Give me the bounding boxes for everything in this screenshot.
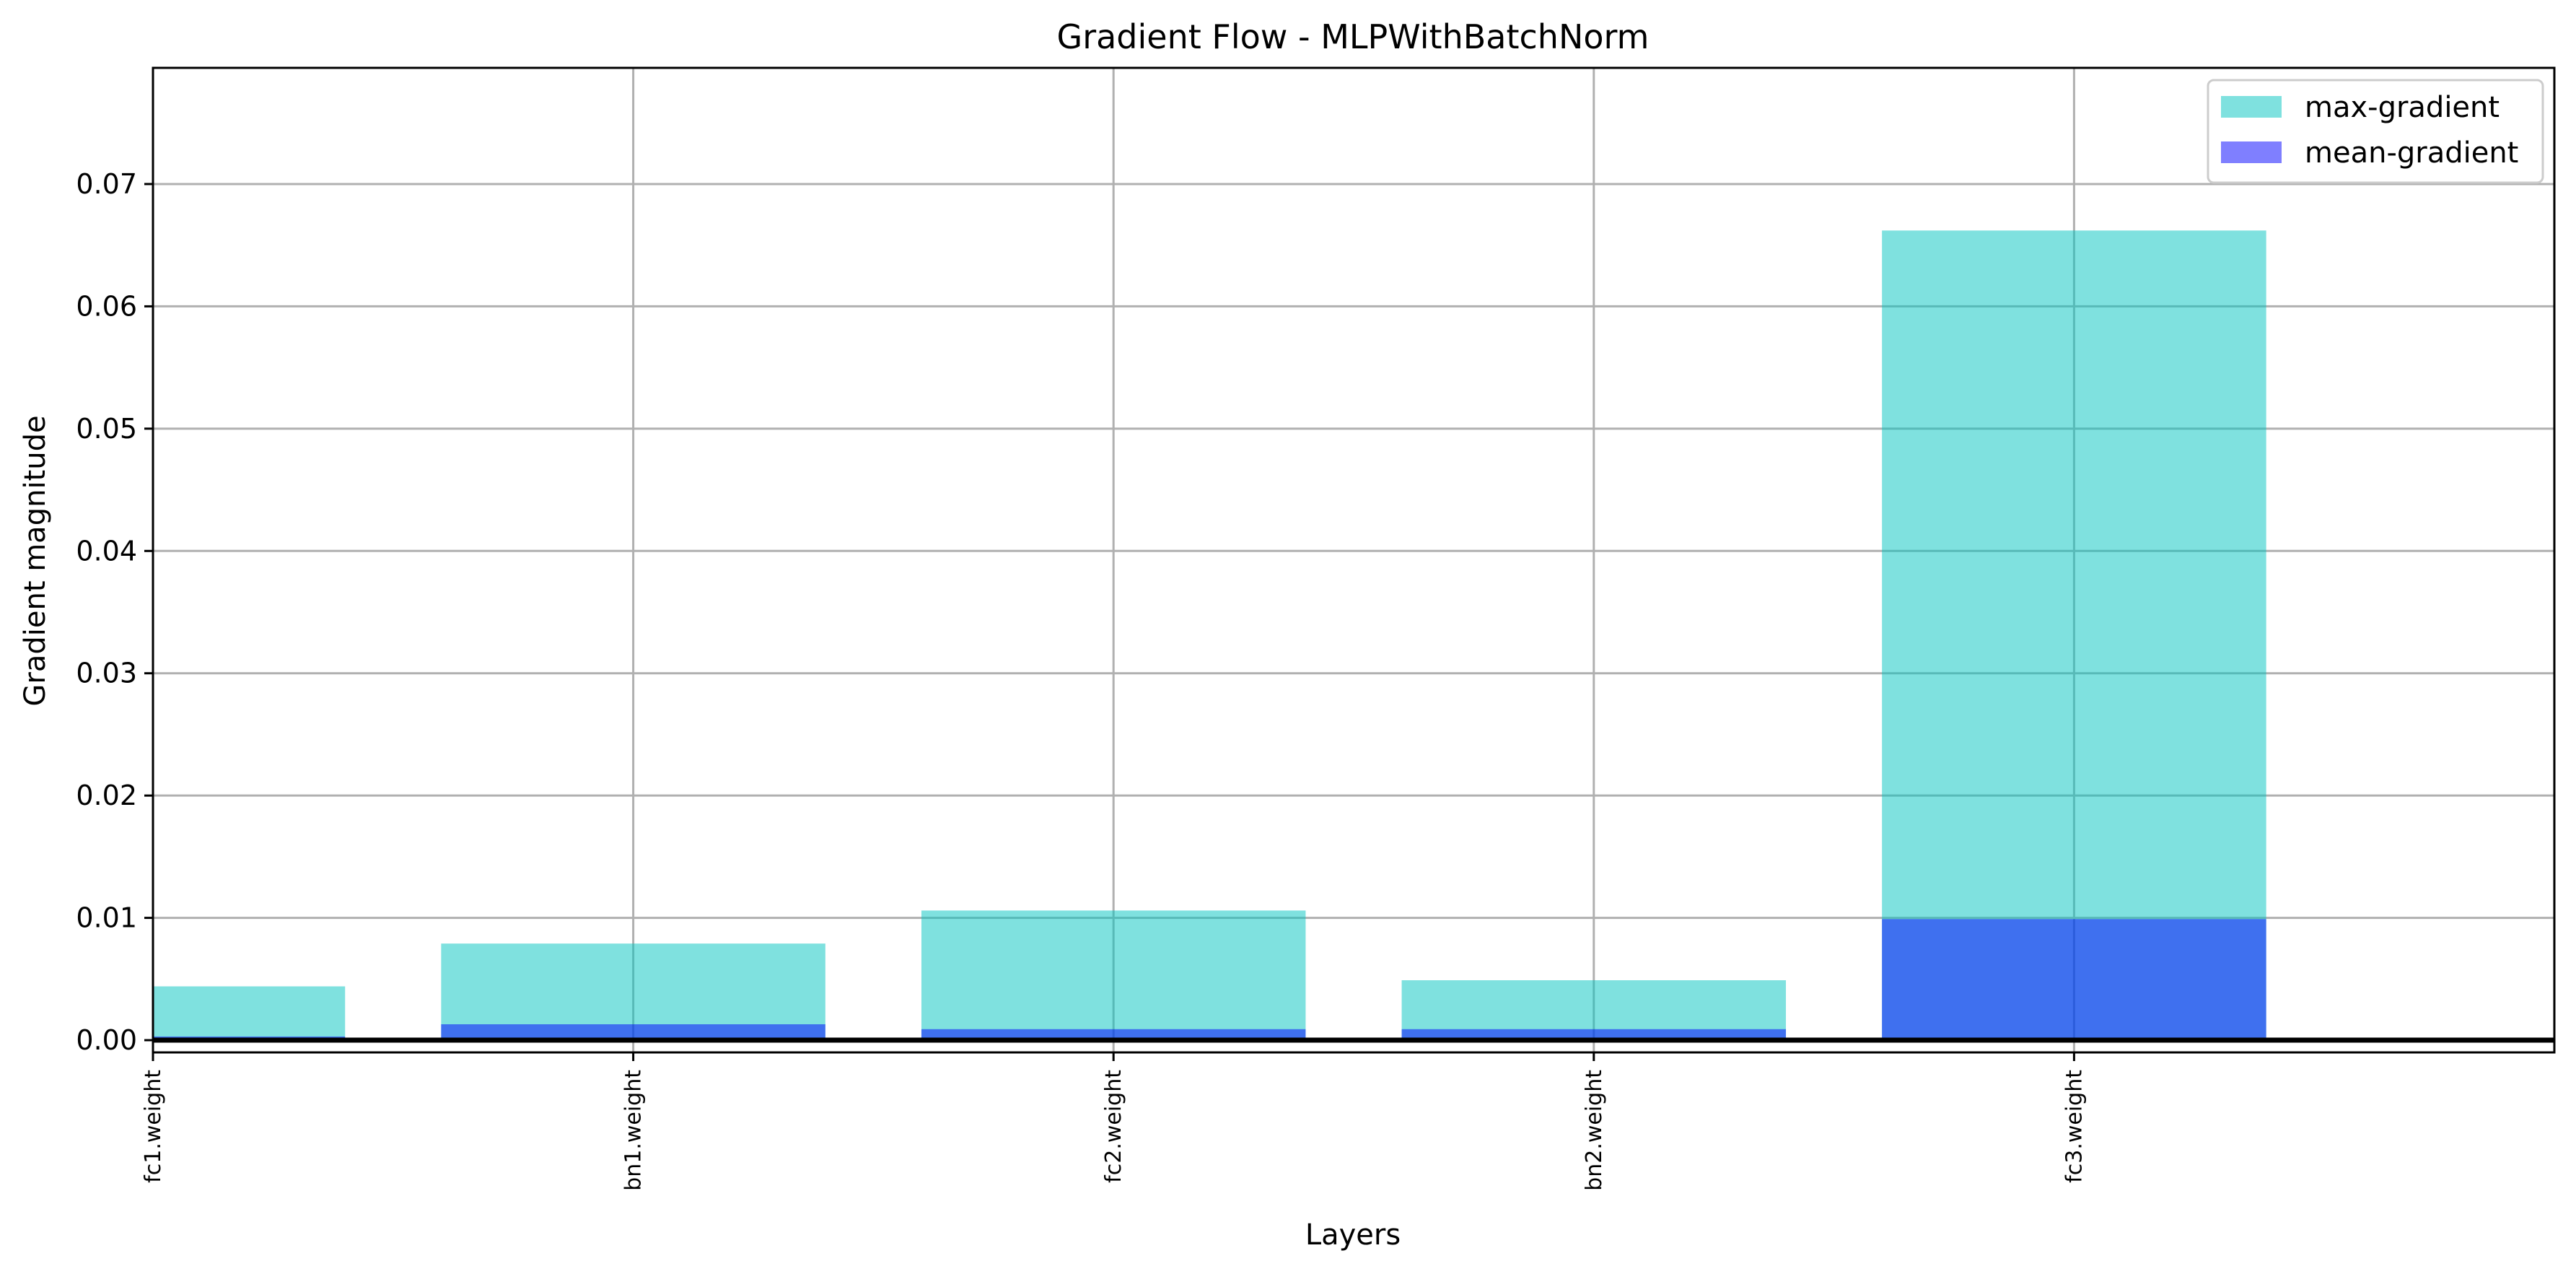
x-tick-label: fc2.weight xyxy=(1101,1070,1126,1183)
legend-swatch-mean-gradient xyxy=(2221,141,2282,163)
y-tick-label: 0.01 xyxy=(76,902,137,934)
x-tick-label: fc3.weight xyxy=(2062,1070,2087,1183)
legend-label-max-gradient: max-gradient xyxy=(2305,91,2500,124)
x-tick-label: fc1.weight xyxy=(141,1070,166,1183)
bars xyxy=(153,230,2266,1041)
y-tick-label: 0.07 xyxy=(76,168,137,200)
x-tick-label: bn1.weight xyxy=(621,1070,647,1191)
bar-mean-gradient-bn2.weight xyxy=(1401,1029,1787,1041)
y-axis-label: Gradient magnitude xyxy=(19,415,52,706)
y-tick-label: 0.06 xyxy=(76,290,137,322)
bar-mean-gradient-fc2.weight xyxy=(921,1029,1306,1041)
y-ticks: 0.00 0.01 0.02 0.03 0.04 0.05 0.06 0.07 xyxy=(76,168,153,1056)
legend: max-gradient mean-gradient xyxy=(2207,79,2544,184)
chart-title: Gradient Flow - MLPWithBatchNorm xyxy=(1057,17,1650,56)
y-tick-label: 0.04 xyxy=(76,535,137,567)
bar-max-gradient-fc1.weight xyxy=(153,986,346,1041)
legend-swatch-max-gradient xyxy=(2221,96,2282,118)
bar-mean-gradient-fc3.weight xyxy=(1882,919,2266,1041)
x-axis-label: Layers xyxy=(1305,1218,1401,1252)
y-tick-label: 0.00 xyxy=(76,1024,137,1056)
bar-max-gradient-bn1.weight xyxy=(441,943,825,1041)
bar-max-gradient-fc3.weight xyxy=(1882,230,2266,1041)
y-tick-label: 0.05 xyxy=(76,413,137,445)
legend-box xyxy=(2207,79,2544,184)
legend-label-mean-gradient: mean-gradient xyxy=(2305,136,2518,170)
bar-max-gradient-fc2.weight xyxy=(921,910,1306,1041)
x-ticks: fc1.weight bn1.weight fc2.weight bn2.weight… xyxy=(141,1052,2087,1191)
x-tick-label: bn2.weight xyxy=(1582,1070,1607,1191)
y-tick-label: 0.02 xyxy=(76,780,137,811)
y-tick-label: 0.03 xyxy=(76,658,137,689)
bar-mean-gradient-bn1.weight xyxy=(441,1024,825,1041)
plot-frame xyxy=(152,66,2556,1054)
